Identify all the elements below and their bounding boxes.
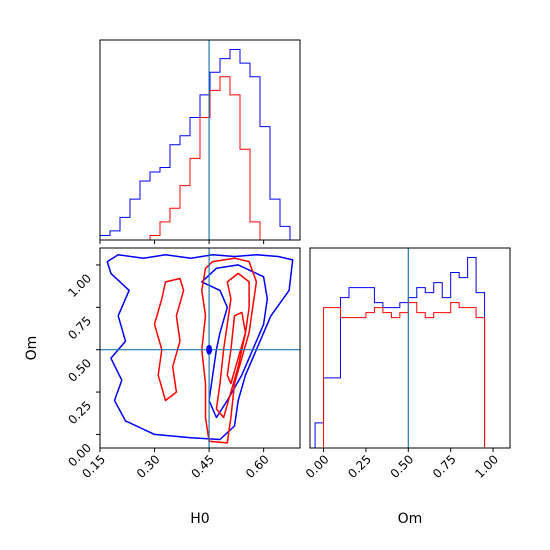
contour-inner-4	[226, 311, 247, 385]
axes-frame	[309, 247, 511, 449]
x-tick-label: 0.60	[243, 452, 272, 481]
x-tick-label: 1.00	[472, 452, 501, 481]
contour-islands-5	[153, 277, 185, 402]
x-tick-label: 0.30	[134, 452, 163, 481]
histogram-series-1	[100, 76, 300, 241]
x-tick-label: 0.00	[303, 452, 332, 481]
truth-marker	[206, 344, 213, 355]
y-tick-label: 0.25	[65, 398, 94, 427]
x-tick-label: 0.25	[345, 452, 374, 481]
y-tick-label: 0.75	[65, 314, 94, 343]
contour-mid-1	[201, 264, 269, 419]
contour-outer-2	[201, 257, 258, 444]
y-tick-label: 1.00	[65, 271, 94, 300]
x-tick-label: 0.50	[388, 452, 417, 481]
histogram-panel-0	[99, 39, 301, 244]
axes-frame	[99, 247, 301, 449]
y-axis-label: Om	[24, 336, 40, 361]
x-tick-label: 0.75	[430, 452, 459, 481]
x-axis-label: H0	[190, 511, 209, 527]
contour-lines	[106, 254, 294, 444]
histogram-panel-2: 0.00 0.25 0.50 0.75 1.00 Om	[303, 247, 511, 527]
y-tick-label: 0.50	[65, 356, 94, 385]
x-tick-label: 0.45	[188, 452, 217, 481]
contour-mid-3	[215, 272, 250, 419]
x-axis-label: Om	[398, 511, 423, 527]
axes-frame	[99, 39, 301, 241]
histogram-series-0	[314, 257, 502, 449]
